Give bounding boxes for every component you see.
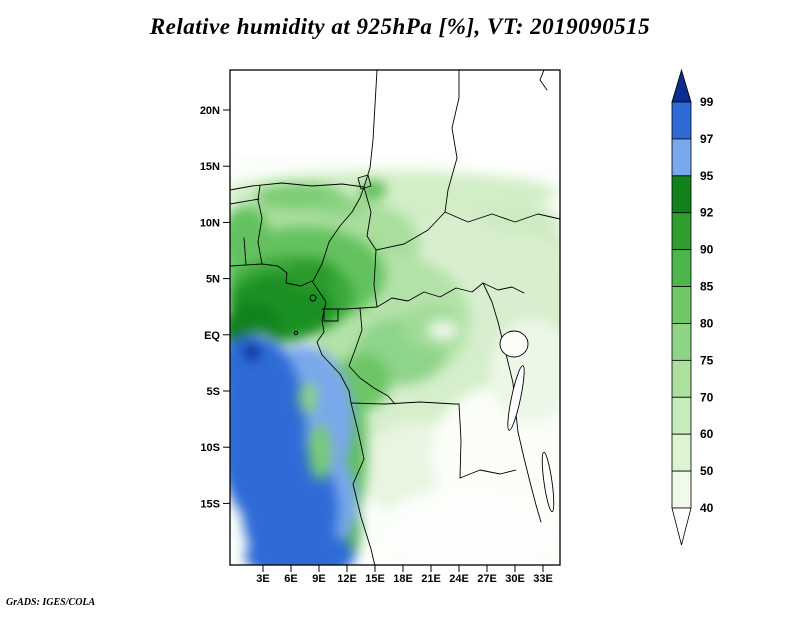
border-path xyxy=(229,263,376,567)
lon-label: 6E xyxy=(284,573,297,585)
border-path xyxy=(459,469,517,479)
shading-blob xyxy=(288,258,336,290)
border-path xyxy=(444,69,460,213)
lon-label: 30E xyxy=(505,573,525,585)
colorbar-segment xyxy=(671,323,692,361)
colorbar-segment xyxy=(671,212,692,251)
colorbar-label: 95 xyxy=(700,169,714,183)
map-frame xyxy=(229,69,561,566)
border-path xyxy=(350,401,462,479)
lake-tanganyika xyxy=(507,365,525,431)
shading-blob xyxy=(230,334,274,410)
sao-tome-island xyxy=(293,330,299,336)
border-path xyxy=(229,182,365,191)
lat-label: 15N xyxy=(200,161,220,173)
lon-label: 21E xyxy=(421,573,441,585)
lat-label: 5N xyxy=(206,274,220,286)
colorbar-arrow-top xyxy=(671,68,692,103)
colorbar-segment xyxy=(671,138,692,177)
border-path xyxy=(376,282,484,308)
lat-label: 20N xyxy=(200,105,220,117)
colorbar-arrow-bottom xyxy=(671,507,692,546)
border-path xyxy=(444,211,561,223)
colorbar-segment xyxy=(671,359,692,398)
colorbar-segment xyxy=(671,433,692,472)
shading-blob xyxy=(360,181,386,199)
lon-label: 9E xyxy=(312,573,325,585)
border-path xyxy=(323,308,339,322)
humidity-shading-field xyxy=(230,70,560,565)
shading-blob xyxy=(380,486,560,565)
lon-label: 3E xyxy=(256,573,269,585)
colorbar: 99 97 95 92 90 85 80 75 70 60 50 40 xyxy=(671,68,714,546)
colorbar-label: 60 xyxy=(700,427,714,441)
shading-blob xyxy=(244,344,260,360)
colorbar-label: 50 xyxy=(700,464,714,478)
border-path xyxy=(348,307,396,405)
border-path xyxy=(257,185,263,265)
shading-blob xyxy=(245,530,355,565)
shading-blob xyxy=(490,320,560,424)
lon-label: 33E xyxy=(533,573,553,585)
colorbar-label: 75 xyxy=(700,353,714,367)
colorbar-segment xyxy=(671,286,692,324)
colorbar-label: 80 xyxy=(700,316,714,330)
colorbar-label: 40 xyxy=(700,501,714,515)
border-path xyxy=(363,69,378,188)
lon-label: 12E xyxy=(337,573,357,585)
shading-blob xyxy=(315,198,365,216)
grads-credit: GrADS: IGES/COLA xyxy=(6,597,96,608)
colorbar-segment xyxy=(671,101,692,140)
border-path xyxy=(482,282,537,506)
colorbar-segment xyxy=(671,396,692,435)
plot-title: Relative humidity at 925hPa [%], VT: 201… xyxy=(149,14,651,39)
country-borders xyxy=(229,69,561,567)
lon-label: 27E xyxy=(477,573,497,585)
border-path xyxy=(243,237,247,266)
shading-blob xyxy=(415,100,560,170)
bioko-island xyxy=(309,294,317,302)
border-path xyxy=(535,504,542,523)
lat-label: 10S xyxy=(200,442,220,454)
colorbar-label: 85 xyxy=(700,280,714,294)
colorbar-label: 92 xyxy=(700,206,714,220)
lat-label: EQ xyxy=(204,330,220,342)
colorbar-segment xyxy=(671,175,692,214)
colorbar-segment xyxy=(671,470,692,509)
axis-ticks xyxy=(223,109,544,572)
colorbar-label: 90 xyxy=(700,243,714,257)
field-blobs xyxy=(230,70,560,565)
lat-label: 5S xyxy=(207,386,220,398)
lat-label: 15S xyxy=(200,498,220,510)
lake-victoria xyxy=(499,330,529,358)
colorbar-label: 99 xyxy=(700,95,714,109)
lon-label: 18E xyxy=(393,573,413,585)
lake-malawi xyxy=(541,451,555,513)
border-path xyxy=(539,69,548,91)
border-path xyxy=(321,249,378,310)
colorbar-label: 70 xyxy=(700,390,714,404)
lakes xyxy=(293,294,555,513)
shading-blob xyxy=(427,320,459,340)
axis-labels: 20N 15N 10N 5N EQ 5S 10S 15S 3E 6E 9E 12E 15E 18E 21E 2… xyxy=(200,105,553,585)
border-path xyxy=(229,198,260,205)
colorbar-segment xyxy=(671,249,692,287)
lon-label: 15E xyxy=(365,573,385,585)
colorbar-label: 97 xyxy=(700,132,714,146)
border-path xyxy=(312,186,365,282)
lon-label: 24E xyxy=(449,573,469,585)
border-path xyxy=(357,174,372,190)
shading-blob xyxy=(299,382,317,414)
lat-label: 10N xyxy=(200,217,220,229)
border-path xyxy=(482,282,525,294)
shading-blob xyxy=(309,424,331,480)
